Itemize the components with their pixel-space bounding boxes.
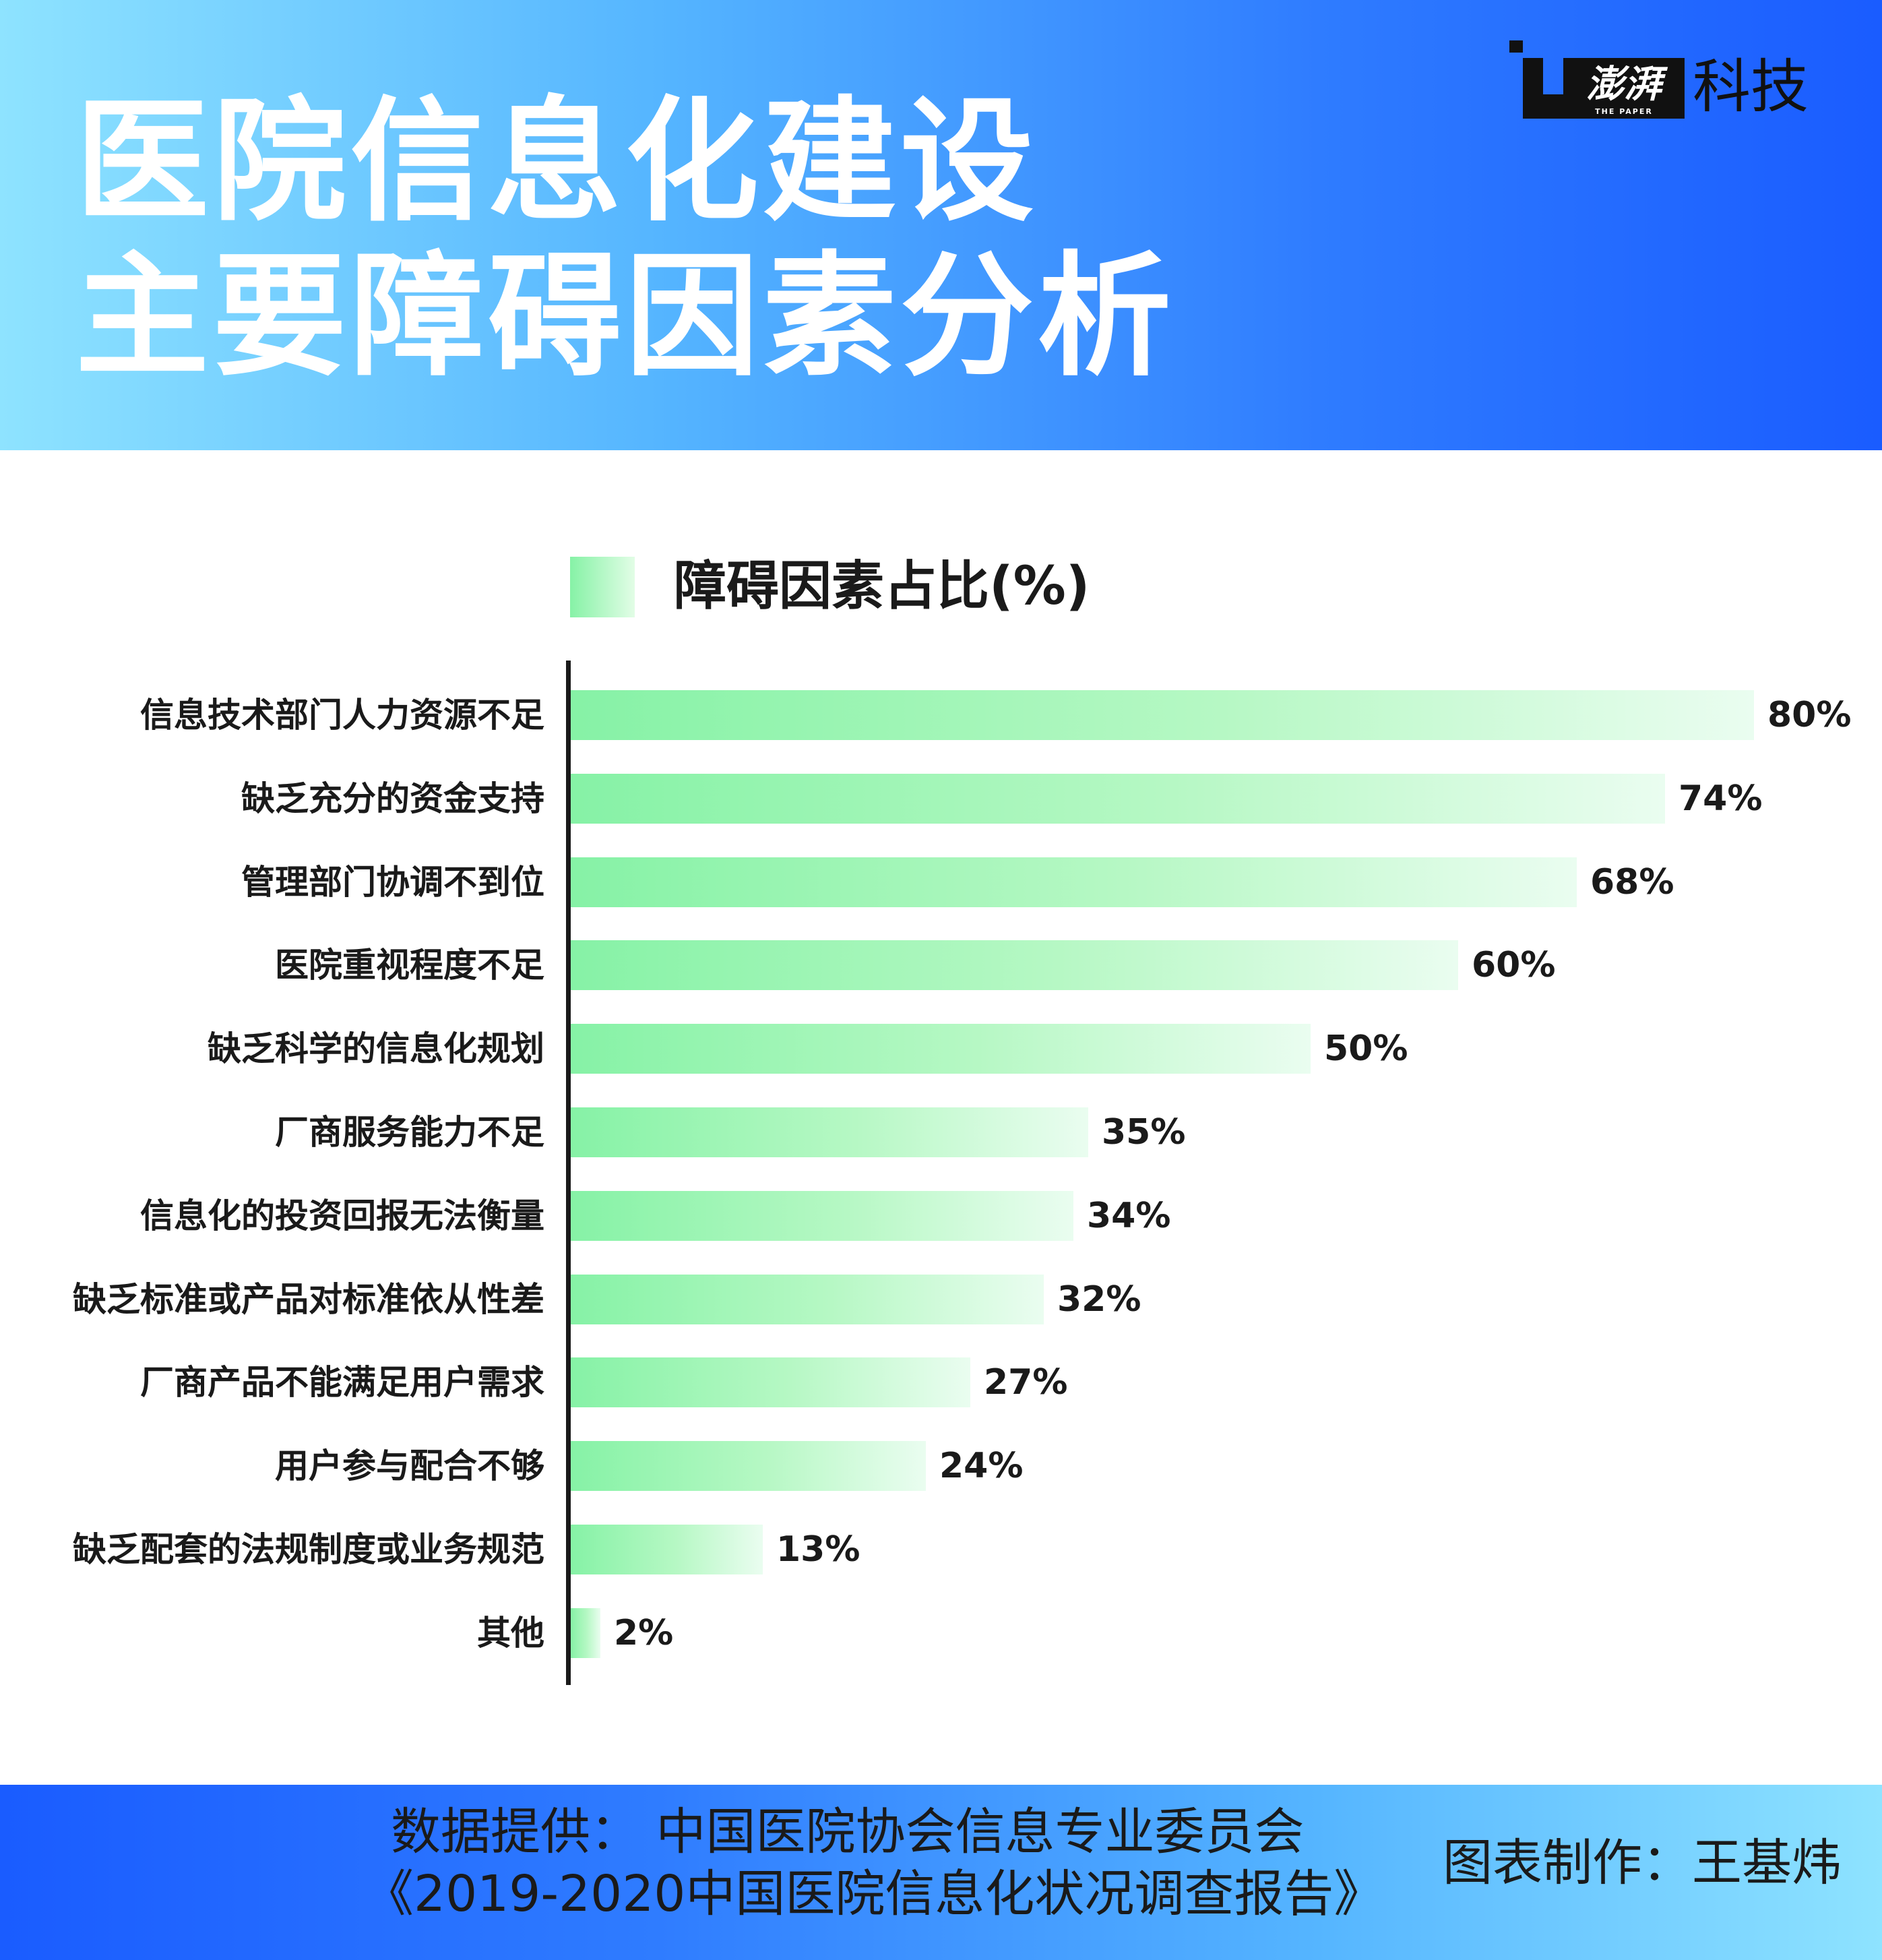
- value-label: 35%: [1102, 1112, 1186, 1153]
- header-banner: 医院信息化建设 主要障碍因素分析 澎湃 THE PAPER 科技: [0, 0, 1882, 450]
- bar: [571, 940, 1458, 990]
- category-label: 用户参与配合不够: [275, 1446, 544, 1486]
- category-axis-line: [566, 661, 571, 1685]
- category-label: 缺乏标准或产品对标准依从性差: [73, 1280, 544, 1319]
- bar: [571, 1357, 970, 1407]
- logo-brand-text: 澎湃: [1586, 62, 1662, 106]
- bar: [571, 1441, 926, 1491]
- value-label: 24%: [939, 1446, 1024, 1486]
- category-label: 管理部门协调不到位: [241, 863, 544, 902]
- category-label: 厂商服务能力不足: [275, 1113, 544, 1152]
- logo-brand-subtext: THE PAPER: [1595, 107, 1653, 116]
- logo-section-text: 科技: [1693, 53, 1809, 121]
- logo-mark-dot-icon: [1509, 40, 1523, 53]
- page-title-line1: 医院信息化建设: [75, 84, 1038, 239]
- bar: [571, 1024, 1311, 1074]
- logo-brand-box: 澎湃 THE PAPER: [1563, 58, 1685, 119]
- value-label: 2%: [614, 1613, 674, 1653]
- category-label: 缺乏充分的资金支持: [241, 779, 544, 818]
- bar: [571, 857, 1577, 907]
- value-label: 68%: [1590, 862, 1674, 902]
- value-label: 50%: [1324, 1029, 1408, 1069]
- legend-label: 障碍因素占比(%): [674, 556, 1090, 617]
- logo-mark-base-icon: [1543, 94, 1563, 119]
- value-label: 27%: [984, 1362, 1068, 1403]
- bar: [571, 1525, 763, 1574]
- bar: [571, 1608, 600, 1658]
- value-label: 74%: [1679, 778, 1763, 819]
- page-title-line2: 主要障碍因素分析: [75, 239, 1175, 394]
- value-label: 60%: [1472, 945, 1556, 985]
- value-label: 13%: [776, 1529, 860, 1570]
- category-label: 厂商产品不能满足用户需求: [140, 1363, 544, 1402]
- category-label: 缺乏配套的法规制度或业务规范: [73, 1530, 544, 1569]
- legend-swatch: [570, 557, 635, 617]
- thepaper-logo: 澎湃 THE PAPER 科技: [1509, 40, 1840, 121]
- value-label: 32%: [1057, 1279, 1141, 1320]
- bar: [571, 774, 1665, 824]
- bar: [571, 1191, 1073, 1241]
- category-label: 其他: [477, 1614, 544, 1653]
- category-label: 信息技术部门人力资源不足: [140, 696, 544, 735]
- source-line2: 《2019-2020中国医院信息化状况调查报告》: [364, 1865, 1384, 1923]
- footer-banner: 数据提供： 中国医院协会信息专业委员会 《2019-2020中国医院信息化状况调…: [0, 1785, 1882, 1960]
- logo-mark-bar-icon: [1523, 58, 1543, 119]
- bar: [571, 1107, 1088, 1157]
- category-label: 信息化的投资回报无法衡量: [140, 1196, 544, 1235]
- bar: [571, 1275, 1044, 1324]
- bar: [571, 690, 1754, 740]
- value-label: 80%: [1767, 695, 1852, 735]
- category-label: 缺乏科学的信息化规划: [208, 1029, 544, 1068]
- chart-credit: 图表制作：王基炜: [1443, 1834, 1842, 1892]
- source-line1: 数据提供： 中国医院协会信息专业委员会: [391, 1803, 1305, 1861]
- category-label: 医院重视程度不足: [275, 946, 544, 985]
- value-label: 34%: [1087, 1196, 1171, 1236]
